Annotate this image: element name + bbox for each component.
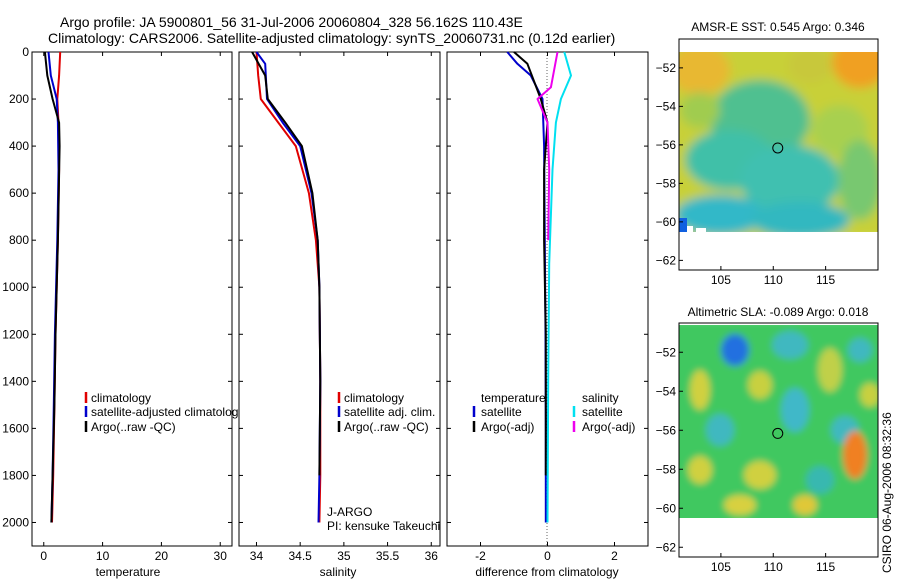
sla-map-panel: Altimetric SLA: -0.089 Argo: 0.018 <box>656 305 879 574</box>
legend-label-argo: Argo(..raw -QC) <box>344 420 429 434</box>
sla-field <box>679 325 878 518</box>
xtick-label: 10 <box>96 549 110 563</box>
map-ytick-label: −56 <box>656 138 677 152</box>
map-ytick-label: −52 <box>656 61 677 75</box>
sst-map-panel: AMSR-E SST: 0.545 Argo: 0.346 105 <box>656 20 879 287</box>
xtick-label: 20 <box>155 549 169 563</box>
salinity-xlabel: salinity <box>320 565 357 579</box>
series-line-argo-raw-qc- <box>43 51 61 523</box>
ytick-label: 0 <box>22 45 29 59</box>
map-xtick-label: 115 <box>816 273 835 287</box>
salinity-axes-frame <box>238 51 441 547</box>
map-ytick-label: −56 <box>656 423 677 437</box>
map-ytick-label: −60 <box>656 501 677 515</box>
series-line-argo-raw-qc- <box>251 51 322 476</box>
ytick-label: 1200 <box>2 327 29 341</box>
ytick-label: 400 <box>9 139 29 153</box>
temperature-xlabel: temperature <box>96 565 161 579</box>
difference-xlabel: difference from climatology <box>475 565 618 579</box>
ytick-label: 1400 <box>2 374 29 388</box>
legend-label-satellite: satellite adj. clim. <box>344 405 435 419</box>
ytick-label: 200 <box>9 92 29 106</box>
sst-map-title: AMSR-E SST: 0.545 Argo: 0.346 <box>691 20 865 34</box>
sst-field <box>679 52 878 232</box>
temperature-legend: climatology satellite-adjusted climatolo… <box>84 391 244 434</box>
sla-map-title: Altimetric SLA: -0.089 Argo: 0.018 <box>688 305 869 319</box>
salinity-legend: climatology satellite adj. clim. Argo(..… <box>337 391 435 434</box>
salinity-panel: 34 34.5 35 35.5 36 salinity climatology sate… <box>238 51 441 579</box>
ytick-label: 600 <box>9 186 29 200</box>
xtick-label: -2 <box>475 549 486 563</box>
ytick-label: 2000 <box>2 515 29 529</box>
ytick-label: 800 <box>9 233 29 247</box>
map-xtick-label: 105 <box>711 273 731 287</box>
annotation-pi: PI: kensuke Takeuchi <box>327 519 440 533</box>
map-ytick-label: −52 <box>656 345 677 359</box>
annotation-program: J-ARGO <box>327 505 372 519</box>
legend-label-satellite: satellite-adjusted climatology <box>91 405 244 419</box>
map-ytick-label: −54 <box>656 99 677 113</box>
map-xtick-label: 105 <box>711 560 731 574</box>
map-xtick-label: 110 <box>764 273 783 287</box>
map-ytick-label: −58 <box>656 462 677 476</box>
xtick-label: 35 <box>337 549 351 563</box>
legend-label-sal-argo: Argo(-adj) <box>582 420 635 434</box>
difference-legend: temperature satellite Argo(-adj) salinit… <box>472 391 635 434</box>
map-ytick-label: −60 <box>656 215 677 229</box>
map-ytick-label: −58 <box>656 176 677 190</box>
legend-label-argo: Argo(..raw -QC) <box>91 420 176 434</box>
map-ytick-label: −62 <box>656 253 677 267</box>
legend-label-climatology: climatology <box>91 391 151 405</box>
legend-label-sal-satellite: satellite <box>582 405 623 419</box>
header-line1: Argo profile: JA 5900801_56 31-Jul-2006 … <box>60 14 523 30</box>
difference-panel: -2 0 2 difference from climatology tempera… <box>446 51 649 579</box>
xtick-label: 35.5 <box>376 549 400 563</box>
sla-argo-marker <box>772 427 784 439</box>
xtick-label: 30 <box>214 549 228 563</box>
temperature-axes-frame <box>31 51 233 547</box>
xtick-label: 36 <box>425 549 439 563</box>
ytick-label: 1600 <box>2 421 29 435</box>
series-line-salinity-satellite <box>546 51 572 523</box>
map-ytick-label: −62 <box>656 540 677 554</box>
legend-title-temperature: temperature <box>481 391 546 405</box>
map-ytick-label: −54 <box>656 384 677 398</box>
legend-label-temp-satellite: satellite <box>481 405 522 419</box>
ytick-label: 1000 <box>2 280 29 294</box>
ytick-label: 1800 <box>2 468 29 482</box>
map-xtick-label: 110 <box>764 560 783 574</box>
header-line2: Climatology: CARS2006. Satellite-adjuste… <box>48 30 615 46</box>
legend-label-climatology: climatology <box>344 391 404 405</box>
map-xtick-label: 115 <box>816 560 835 574</box>
sst-argo-marker <box>772 142 784 154</box>
xtick-label: 0 <box>544 549 551 563</box>
legend-label-temp-argo: Argo(-adj) <box>481 420 534 434</box>
series-line-salinity-argo-adj- <box>536 51 559 241</box>
temperature-panel: 0 10 20 30 0 200 400 600 800 1000 1200 1400 1600 1800… <box>2 45 244 579</box>
xtick-label: 2 <box>611 549 618 563</box>
legend-title-salinity: salinity <box>582 391 619 405</box>
xtick-label: 34.5 <box>288 549 312 563</box>
credit-label: CSIRO 06-Aug-2006 08:32:36 <box>880 412 894 573</box>
xtick-label: 34 <box>250 549 264 563</box>
series-line-temperature-argo-adj- <box>513 51 549 476</box>
xtick-label: 0 <box>40 549 47 563</box>
